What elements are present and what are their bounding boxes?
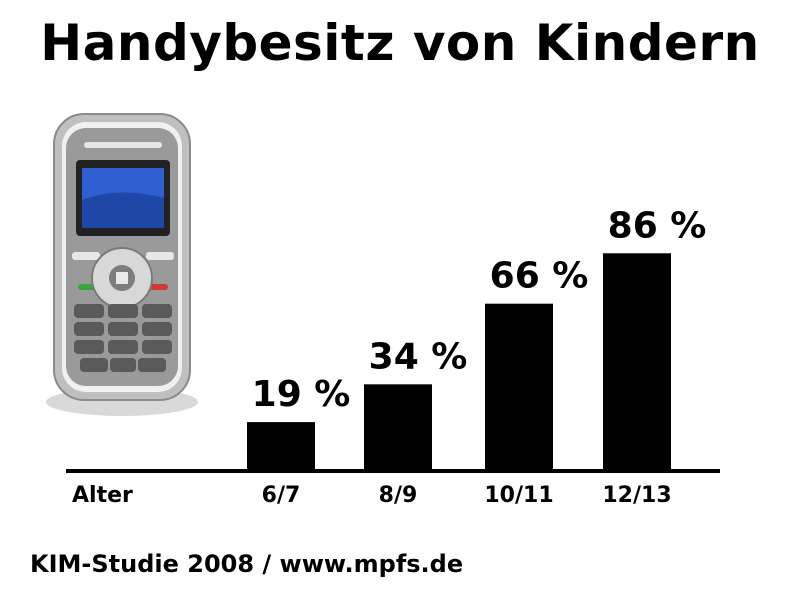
x-tick-label-2: 8/9 bbox=[379, 483, 418, 508]
bar-value-label-1: 19 % bbox=[252, 374, 351, 415]
bar-value-label-2: 34 % bbox=[369, 336, 468, 377]
bar-series bbox=[247, 253, 671, 470]
bar-1 bbox=[247, 422, 315, 470]
data-labels: 19 % 34 % 66 % 86 % bbox=[252, 205, 707, 415]
x-tick-label-3: 10/11 bbox=[484, 483, 553, 508]
bar-value-label-4: 86 % bbox=[608, 205, 707, 246]
mobile-phone-icon bbox=[46, 113, 198, 416]
bar-2 bbox=[364, 384, 432, 470]
source-note: KIM-Studie 2008 / www.mpfs.de bbox=[30, 550, 464, 578]
x-tick-label-4: 12/13 bbox=[602, 483, 671, 508]
x-tick-label-1: 6/7 bbox=[262, 483, 301, 508]
bar-value-label-3: 66 % bbox=[490, 256, 589, 297]
x-axis-title: Alter bbox=[72, 483, 133, 508]
x-tick-labels: 6/7 8/9 10/11 12/13 bbox=[262, 483, 672, 508]
bar-3 bbox=[485, 303, 553, 470]
chart-title: Handybesitz von Kindern bbox=[40, 14, 760, 72]
bar-4 bbox=[603, 253, 671, 470]
